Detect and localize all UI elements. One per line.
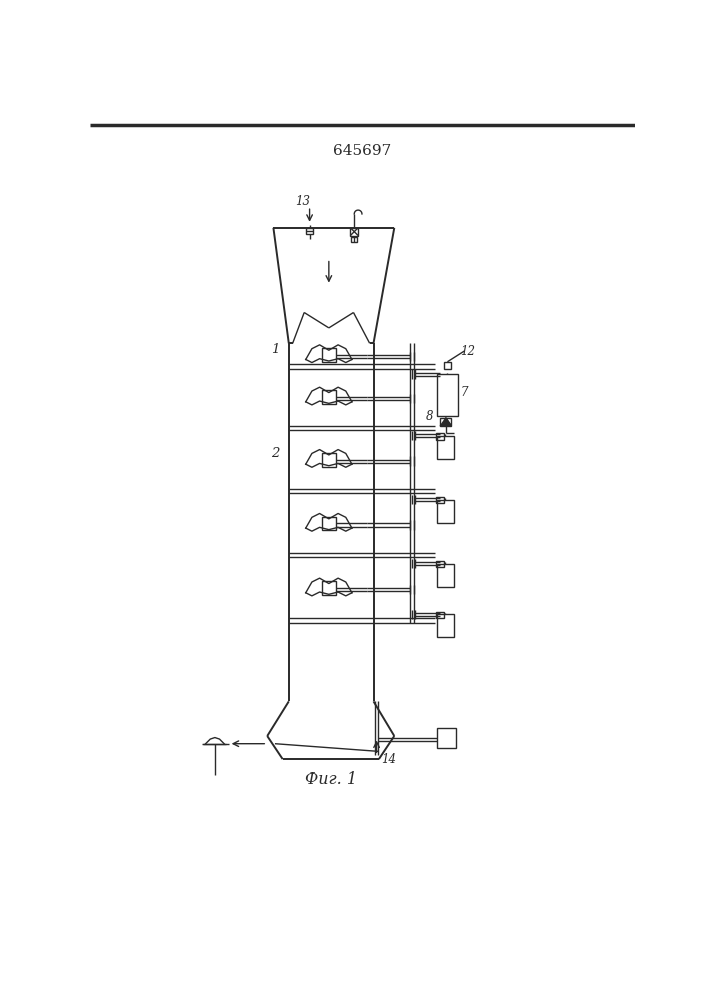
Text: 645697: 645697: [333, 144, 391, 158]
Text: 14: 14: [381, 753, 396, 766]
Bar: [436, 433, 443, 440]
Bar: [305, 228, 313, 234]
Bar: [351, 237, 357, 242]
Bar: [437, 564, 454, 587]
Bar: [351, 228, 358, 235]
Bar: [440, 418, 451, 426]
Bar: [322, 581, 336, 595]
Text: 2: 2: [271, 447, 279, 460]
Bar: [437, 500, 454, 523]
Bar: [322, 453, 336, 466]
Bar: [437, 614, 454, 637]
Text: Фиг. 1: Фиг. 1: [305, 771, 357, 788]
Text: 13: 13: [295, 195, 310, 208]
Text: 7: 7: [460, 386, 468, 399]
Bar: [437, 374, 458, 416]
Bar: [436, 497, 443, 503]
Bar: [443, 362, 451, 369]
Bar: [322, 348, 336, 362]
Text: 1: 1: [271, 343, 279, 356]
Bar: [322, 390, 336, 404]
Text: 8: 8: [426, 410, 433, 423]
Bar: [437, 436, 454, 459]
Polygon shape: [440, 418, 451, 426]
Bar: [322, 517, 336, 530]
Bar: [437, 728, 456, 748]
Text: 12: 12: [460, 345, 474, 358]
Bar: [436, 612, 443, 618]
Bar: [436, 561, 443, 567]
